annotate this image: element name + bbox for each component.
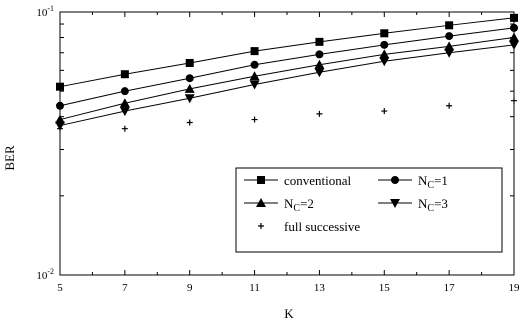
- legend-marker: [391, 176, 399, 184]
- x-tick-label: 11: [249, 282, 260, 294]
- data-point: [510, 23, 518, 32]
- legend-item: NC=2: [244, 196, 314, 214]
- x-tick-label: 9: [187, 282, 193, 294]
- legend-marker: [258, 223, 264, 229]
- data-point: [56, 82, 64, 91]
- x-axis-label: K: [284, 306, 294, 321]
- legend-item: conventional: [244, 173, 352, 188]
- data-point: [250, 47, 259, 56]
- legend-marker: [390, 199, 400, 208]
- x-tick-label: 13: [314, 282, 326, 294]
- legend-label: full successive: [284, 219, 360, 234]
- ticks: 5 7 9 11 13 15 17 19 10-1 10-2: [36, 4, 520, 294]
- data-point: [314, 68, 325, 78]
- x-tick-label: 17: [444, 282, 456, 294]
- data-point: [315, 37, 324, 46]
- x-tick-label: 15: [379, 282, 391, 294]
- series-0: [56, 13, 518, 91]
- legend-item: full successive: [258, 219, 360, 234]
- data-point: [249, 80, 260, 90]
- data-point: [55, 114, 65, 124]
- data-point: [314, 59, 325, 69]
- data-point: [446, 102, 453, 109]
- data-point: [379, 49, 390, 59]
- series-layer: [55, 13, 519, 132]
- data-point: [184, 94, 195, 104]
- data-point: [185, 58, 194, 67]
- data-point: [445, 21, 454, 30]
- data-point: [57, 125, 63, 132]
- legend-label: NC=2: [284, 196, 314, 214]
- x-tick-label: 5: [57, 282, 63, 294]
- legend-marker: [257, 176, 265, 184]
- series-4: [57, 97, 517, 132]
- data-point: [251, 116, 258, 123]
- data-point: [379, 57, 390, 67]
- x-tick-label: 7: [122, 282, 128, 294]
- series-line: [59, 17, 515, 88]
- data-point: [509, 40, 519, 50]
- data-point: [56, 101, 64, 110]
- y-axis-label: BER: [2, 145, 17, 171]
- data-point: [119, 107, 130, 117]
- data-point: [186, 119, 193, 126]
- data-point: [120, 87, 129, 96]
- data-point: [445, 32, 454, 41]
- data-point: [120, 70, 129, 79]
- legend-item: NC=3: [378, 196, 448, 214]
- data-point: [316, 110, 323, 117]
- data-point: [444, 48, 455, 58]
- legend-label: NC=3: [418, 196, 448, 214]
- data-point: [511, 97, 517, 104]
- legend-box: [235, 167, 503, 253]
- series-line: [59, 27, 515, 107]
- data-point: [444, 41, 455, 51]
- legend-label: conventional: [284, 173, 352, 188]
- data-point: [250, 60, 259, 69]
- series-2: [55, 32, 519, 124]
- data-point: [510, 13, 518, 22]
- x-tick-label: 19: [509, 282, 521, 294]
- legend-marker: [256, 198, 266, 207]
- legend-item: NC=1: [378, 173, 448, 191]
- data-point: [381, 108, 388, 115]
- series-line: [59, 36, 515, 121]
- data-point: [315, 50, 324, 59]
- series-line: [59, 44, 515, 127]
- legend: conventional NC=1 NC=2 NC=3 full successive: [235, 167, 503, 253]
- y-tick-label: 10-2: [36, 267, 54, 282]
- data-point: [380, 29, 389, 38]
- data-point: [185, 74, 194, 83]
- y-tick-label: 10-1: [36, 4, 54, 19]
- data-point: [121, 125, 128, 132]
- data-point: [119, 98, 130, 108]
- series-3: [55, 40, 519, 131]
- data-point: [249, 71, 260, 81]
- data-point: [184, 83, 195, 93]
- data-point: [509, 32, 519, 42]
- legend-label: NC=1: [418, 173, 448, 191]
- data-point: [380, 40, 389, 49]
- series-1: [56, 23, 518, 110]
